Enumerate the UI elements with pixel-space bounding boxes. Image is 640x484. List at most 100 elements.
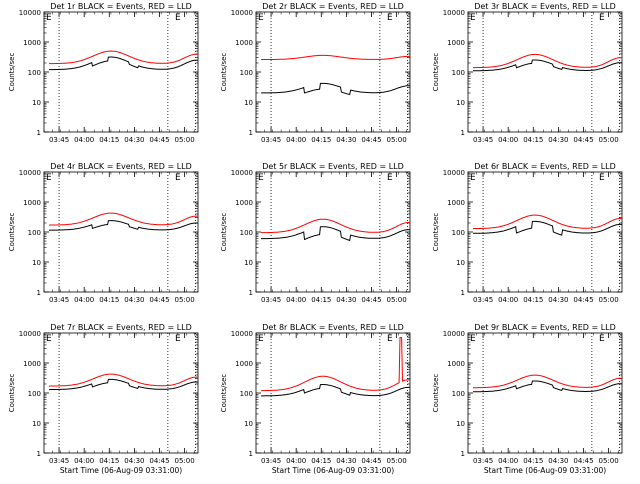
y-tick-label: 10000 [19, 330, 41, 338]
y-tick-label: 1 [37, 289, 41, 297]
chart-title: Det 2r BLACK = Events, RED = LLD [262, 2, 404, 11]
y-axis-label: Counts/sec [432, 374, 440, 413]
plot-frame [43, 171, 199, 293]
y-tick-label: 100 [452, 229, 465, 237]
y-tick-label: 1000 [447, 199, 465, 207]
y-tick-label: 100 [240, 69, 253, 77]
x-tick-label: 03:45 [473, 136, 493, 144]
corner-marker-left: E [46, 334, 52, 344]
y-tick-label: 1000 [447, 39, 465, 47]
chart-title: Det 7r BLACK = Events, RED = LLD [50, 323, 192, 332]
y-axis-label: Counts/sec [8, 374, 16, 413]
x-tick-label: 03:45 [261, 296, 281, 304]
y-tick-label: 1 [37, 129, 41, 137]
x-tick-label: 03:45 [473, 457, 493, 465]
x-tick-label: 04:45 [573, 296, 593, 304]
y-axis-label: Counts/sec [432, 53, 440, 92]
y-tick-label: 100 [28, 390, 41, 398]
y-axis-label: Counts/sec [432, 213, 440, 252]
events-series-line [261, 226, 410, 242]
chart-title: Det 8r BLACK = Events, RED = LLD [262, 323, 404, 332]
lld-series-line [261, 337, 410, 392]
lld-series-line [49, 50, 199, 65]
x-tick-label: 04:30 [124, 296, 144, 304]
x-tick-label: 04:15 [523, 136, 543, 144]
y-axis-label: Counts/sec [220, 53, 228, 92]
x-tick-label: 03:45 [261, 136, 281, 144]
y-axis-label: Counts/sec [220, 374, 228, 413]
y-tick-label: 10000 [231, 169, 253, 177]
chart-title: Det 6r BLACK = Events, RED = LLD [474, 162, 616, 171]
events-series-line [261, 82, 410, 96]
y-tick-label: 10 [32, 259, 41, 267]
y-axis-label: Counts/sec [8, 53, 16, 92]
chart-title: Det 4r BLACK = Events, RED = LLD [50, 162, 192, 171]
y-tick-label: 10 [456, 420, 465, 428]
chart-panel-5: Det 5r BLACK = Events, RED = LLD 1 10 100 10… [220, 162, 411, 304]
x-axis-label: Start Time (06-Aug-09 03:31:00) [272, 466, 394, 475]
y-tick-label: 10000 [231, 330, 253, 338]
x-tick-label: 03:45 [49, 296, 69, 304]
x-tick-label: 04:00 [286, 136, 306, 144]
x-tick-label: 04:15 [99, 136, 119, 144]
chart-panel-8: Det 8r BLACK = Events, RED = LLD 1 10 100 10… [220, 323, 411, 475]
x-tick-label: 04:45 [361, 136, 381, 144]
x-tick-label: 04:15 [523, 296, 543, 304]
chart-title: Det 5r BLACK = Events, RED = LLD [262, 162, 404, 171]
corner-marker-right: E [387, 173, 393, 183]
corner-marker-left: E [258, 334, 264, 344]
corner-marker-left: E [470, 334, 476, 344]
x-tick-label: 05:00 [387, 457, 407, 465]
y-tick-label: 10000 [19, 9, 41, 17]
x-tick-label: 04:15 [99, 296, 119, 304]
corner-marker-right: E [387, 334, 393, 344]
events-series-line [49, 378, 198, 391]
plot-frame [255, 332, 411, 454]
x-tick-label: 04:00 [74, 457, 94, 465]
x-tick-label: 04:15 [311, 457, 331, 465]
chart-title: Det 1r BLACK = Events, RED = LLD [50, 2, 192, 11]
x-tick-label: 03:45 [49, 457, 69, 465]
plot-frame [43, 11, 199, 133]
corner-marker-left: E [46, 173, 52, 183]
x-tick-label: 04:15 [523, 457, 543, 465]
y-tick-label: 1000 [235, 360, 253, 368]
x-tick-label: 04:30 [336, 296, 356, 304]
y-tick-label: 10000 [231, 9, 253, 17]
chart-title: Det 9r BLACK = Events, RED = LLD [474, 323, 616, 332]
chart-panel-7: Det 7r BLACK = Events, RED = LLD 1 10 100 10… [8, 323, 199, 475]
x-tick-label: 05:00 [175, 136, 195, 144]
x-tick-label: 04:00 [74, 296, 94, 304]
lld-series-line [473, 374, 623, 389]
x-tick-label: 04:45 [573, 136, 593, 144]
x-tick-label: 05:00 [175, 457, 195, 465]
x-tick-label: 04:15 [311, 136, 331, 144]
x-tick-label: 04:00 [286, 457, 306, 465]
events-series-line [49, 56, 199, 71]
y-tick-label: 10000 [443, 9, 465, 17]
events-series-line [473, 220, 623, 236]
y-axis-label: Counts/sec [8, 213, 16, 252]
chart-panel-6: Det 6r BLACK = Events, RED = LLD 1 10 100 10… [432, 162, 623, 304]
x-tick-label: 04:45 [149, 457, 169, 465]
y-tick-label: 1000 [23, 39, 41, 47]
x-tick-label: 04:45 [573, 457, 593, 465]
x-tick-label: 04:30 [548, 457, 568, 465]
x-tick-label: 05:00 [599, 457, 619, 465]
y-tick-label: 1 [461, 129, 465, 137]
corner-marker-left: E [258, 13, 264, 23]
y-tick-label: 1 [461, 289, 465, 297]
x-tick-label: 04:00 [286, 296, 306, 304]
x-tick-label: 04:15 [99, 457, 119, 465]
y-tick-label: 1 [249, 129, 253, 137]
x-tick-label: 04:30 [336, 457, 356, 465]
lld-series-line [261, 54, 410, 60]
chart-panel-3: Det 3r BLACK = Events, RED = LLD 1 10 100 10… [432, 2, 623, 144]
x-tick-label: 04:45 [361, 296, 381, 304]
lld-series-line [473, 53, 623, 69]
x-tick-label: 05:00 [599, 296, 619, 304]
corner-marker-right: E [175, 13, 181, 23]
events-series-line [473, 380, 622, 393]
plot-frame [43, 332, 199, 454]
